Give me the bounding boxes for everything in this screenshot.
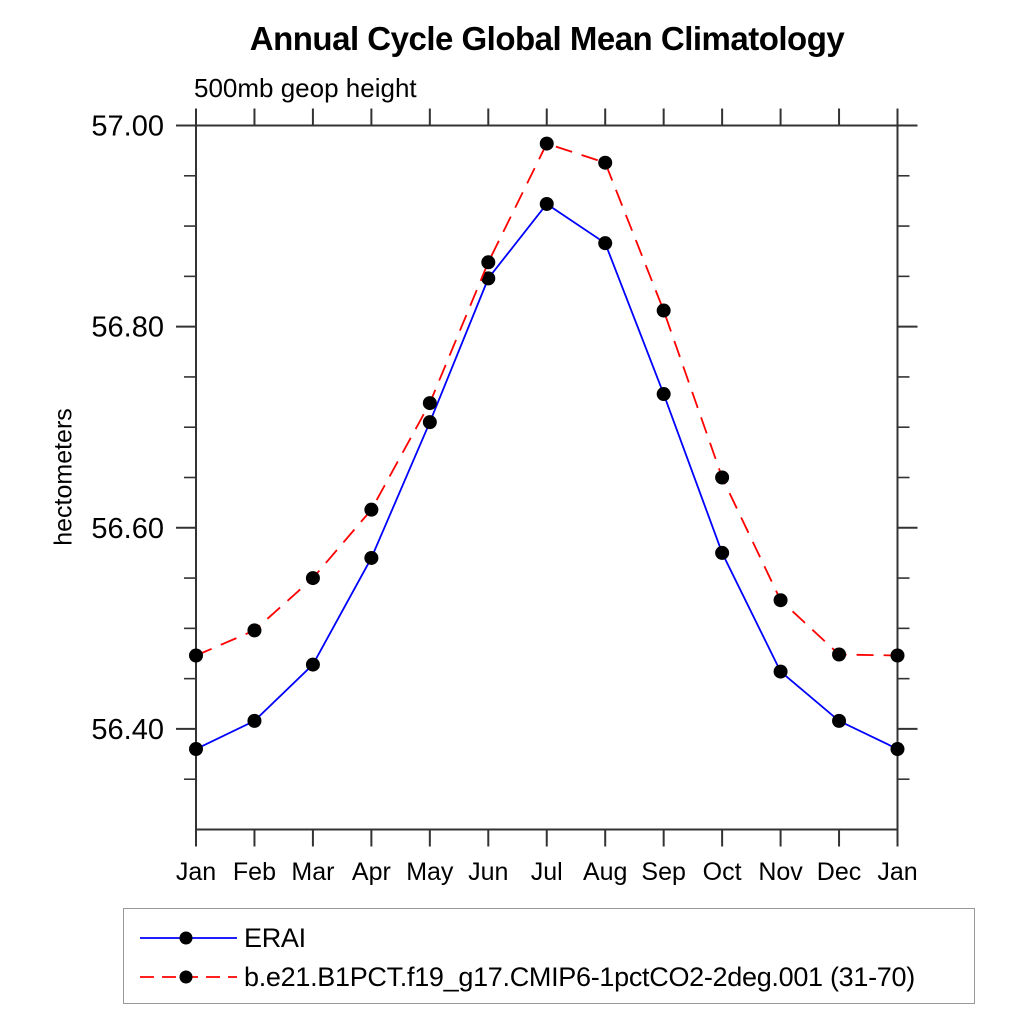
erai-marker xyxy=(364,550,379,565)
erai-marker xyxy=(305,657,320,672)
y-tick-label: 56.80 xyxy=(91,312,164,344)
x-tick-label: Feb xyxy=(233,858,276,886)
y-tick-label: 56.40 xyxy=(91,714,164,746)
cmip6-1pctco2-marker xyxy=(773,593,788,608)
legend-label-cmip6: b.e21.B1PCT.f19_g17.CMIP6-1pctCO2-2deg.0… xyxy=(244,961,915,992)
cmip6-1pctco2-marker xyxy=(364,502,379,517)
cmip6-line-sample-icon xyxy=(140,970,237,984)
erai-line-sample-icon xyxy=(140,931,237,945)
cmip6-1pctco2-marker xyxy=(422,396,437,411)
cmip6-1pctco2-marker xyxy=(832,647,847,662)
erai-marker xyxy=(598,236,613,251)
legend-label-erai: ERAI xyxy=(244,922,306,953)
cmip6-1pctco2-marker xyxy=(656,303,671,318)
x-tick-label: Mar xyxy=(291,858,334,886)
x-tick-label: May xyxy=(406,858,454,886)
cmip6-1pctco2-marker xyxy=(247,623,262,638)
erai-marker xyxy=(773,664,788,679)
erai-line xyxy=(195,202,898,750)
plot-frame xyxy=(195,124,899,831)
cmip6-1pctco2-marker xyxy=(189,648,203,663)
x-tick-label: Dec xyxy=(817,858,861,886)
erai-marker xyxy=(890,742,905,757)
cmip6-1pctco2-marker xyxy=(539,136,554,151)
erai-marker xyxy=(539,196,554,211)
cmip6-1pctco2-marker xyxy=(598,155,613,170)
x-tick-label: Sep xyxy=(641,858,685,886)
legend-entry-cmip6: b.e21.B1PCT.f19_g17.CMIP6-1pctCO2-2deg.0… xyxy=(124,960,915,994)
erai-marker xyxy=(481,271,496,286)
y-tick-label: 56.60 xyxy=(91,513,164,545)
chart-subtitle: 500mb geop height xyxy=(194,73,417,103)
chart-title: Annual Cycle Global Mean Climatology xyxy=(249,20,845,57)
cmip6-1pctco2-marker xyxy=(715,470,730,485)
legend-box: ERAI b.e21.B1PCT.f19_g17.CMIP6-1pctCO2-2… xyxy=(123,908,975,1004)
x-tick-label: Nov xyxy=(758,858,803,886)
x-tick-label: Jun xyxy=(468,858,508,886)
erai-marker xyxy=(247,713,262,728)
erai-marker xyxy=(832,713,847,728)
erai-marker xyxy=(422,415,437,430)
x-tick-label: Jan xyxy=(877,858,917,886)
x-tick-label: Oct xyxy=(703,858,742,886)
erai-marker xyxy=(715,545,730,560)
cmip6-1pctco2-marker xyxy=(481,255,496,270)
erai-marker xyxy=(656,387,671,402)
erai-marker xyxy=(189,742,203,757)
cmip6-1pctco2-line xyxy=(195,142,898,657)
x-tick-label: Jul xyxy=(531,858,563,886)
cmip6-1pctco2-marker xyxy=(890,648,905,663)
x-tick-label: Jan xyxy=(176,858,216,886)
y-tick-label: 57.00 xyxy=(91,111,164,143)
legend-entry-erai: ERAI xyxy=(124,921,306,955)
cmip6-1pctco2-marker xyxy=(305,571,320,586)
x-tick-label: Aug xyxy=(583,858,627,886)
x-tick-label: Apr xyxy=(352,858,391,886)
